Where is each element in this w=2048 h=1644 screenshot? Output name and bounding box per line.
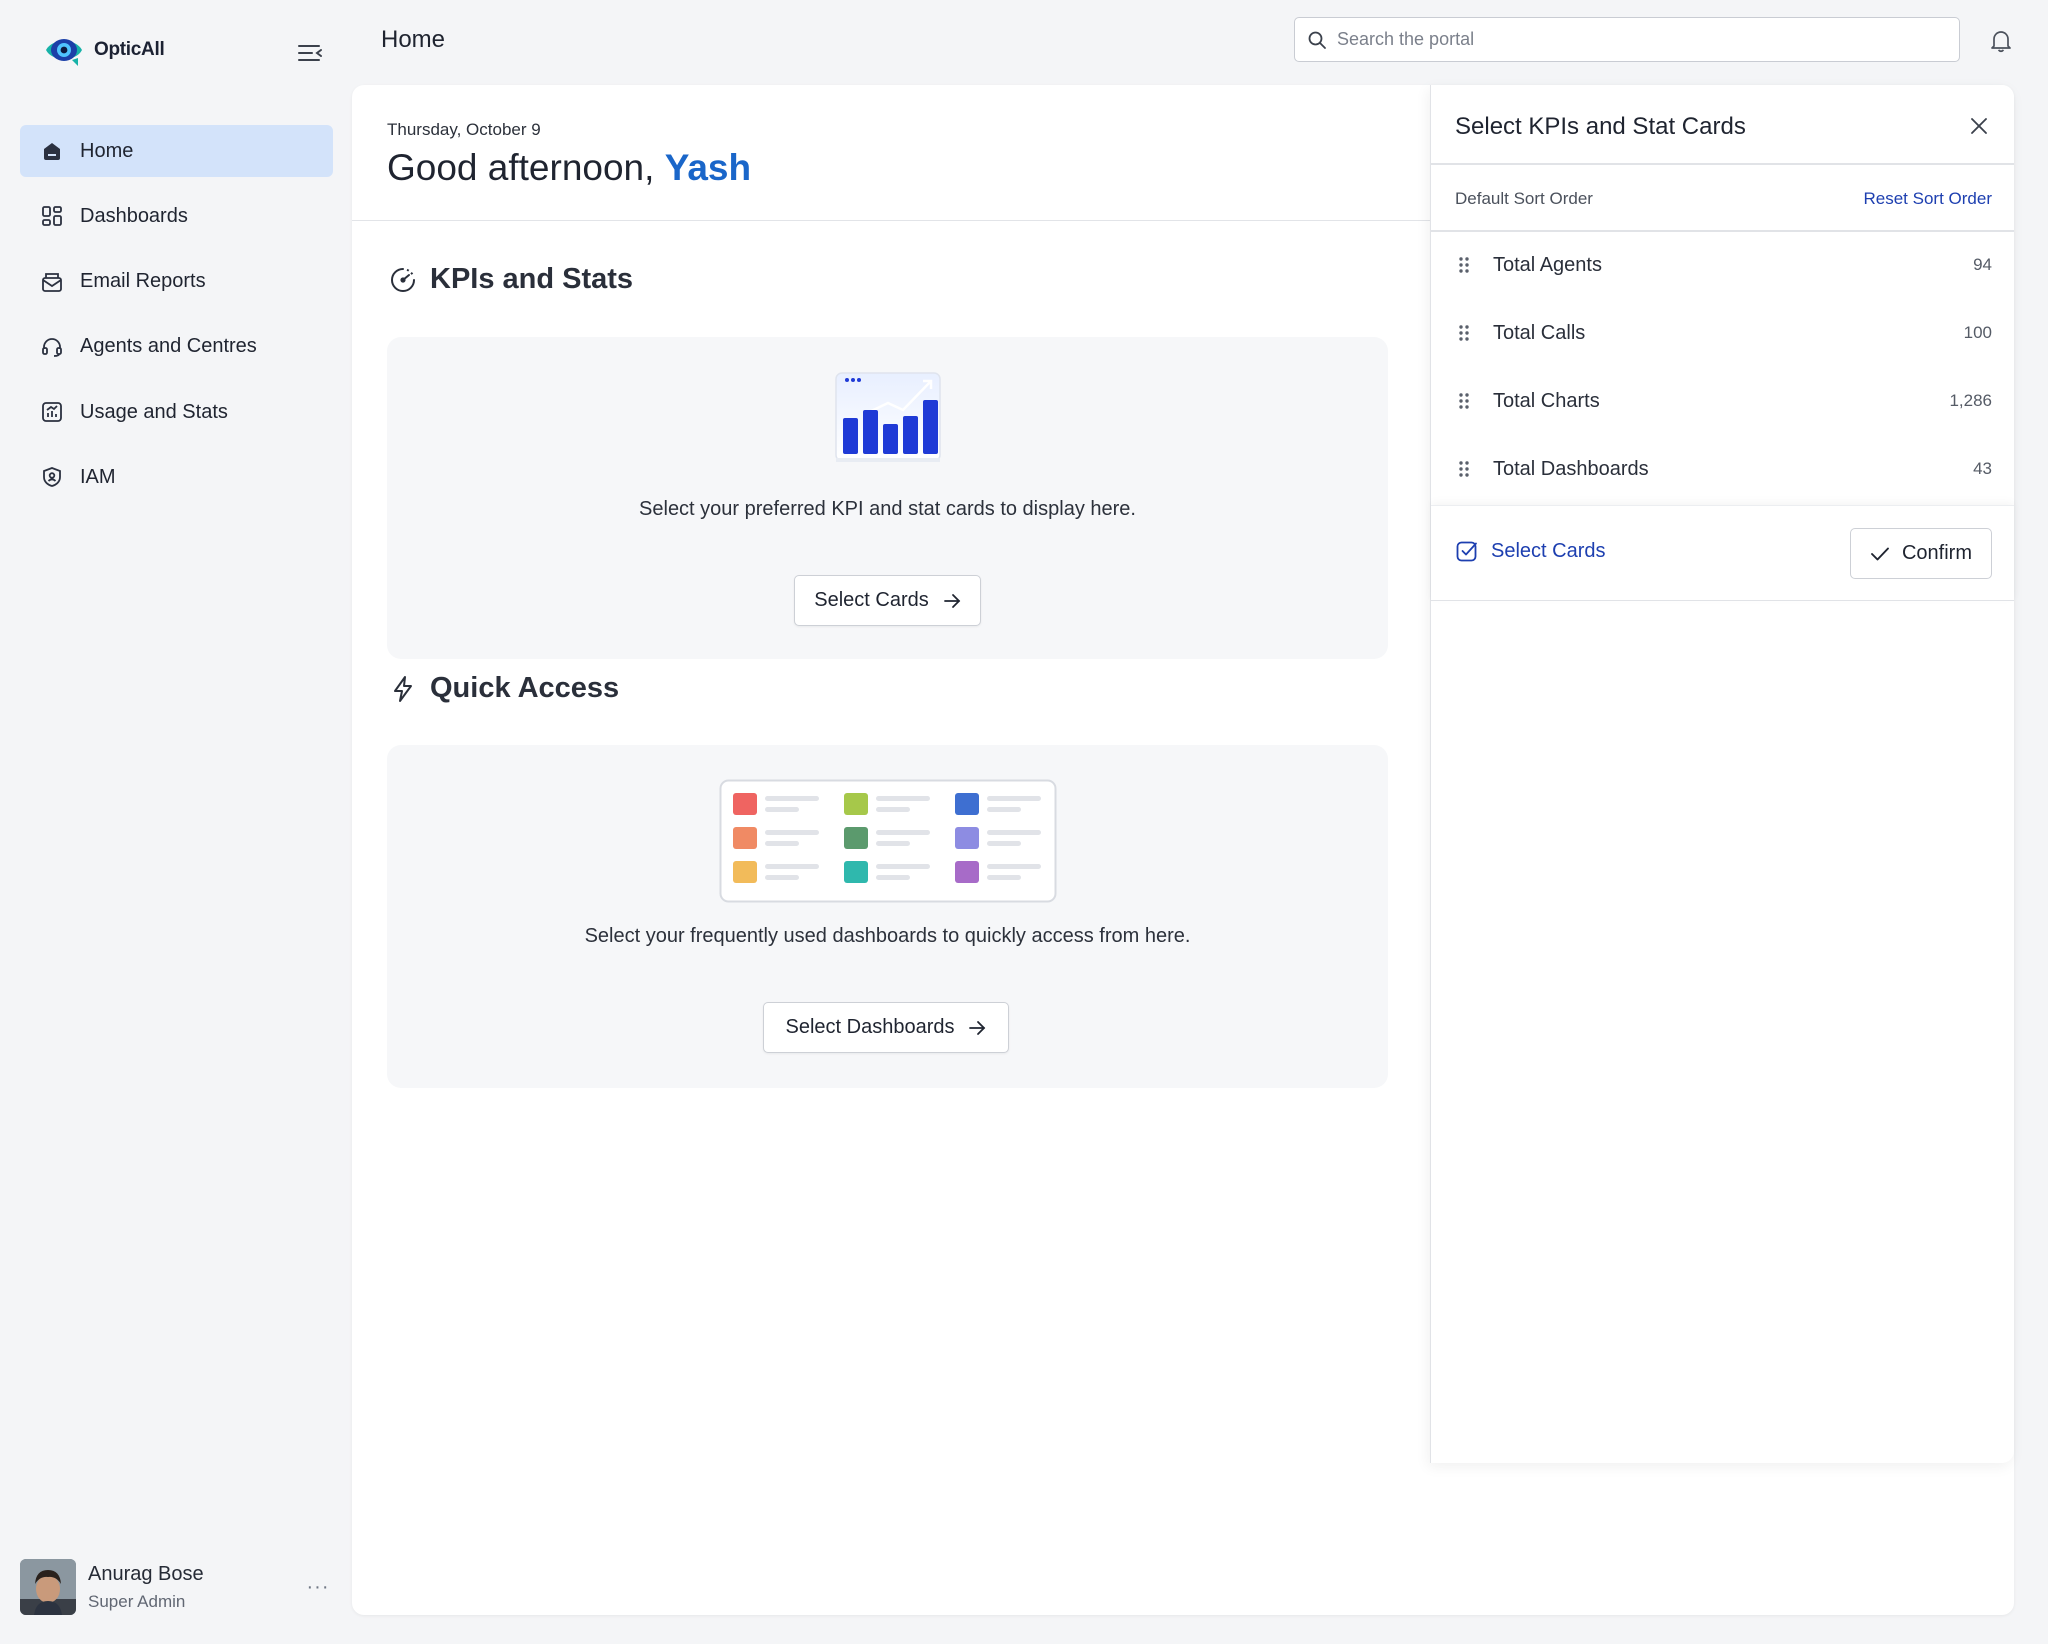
section-title-label: KPIs and Stats [430,263,634,295]
sidebar-item-agents-and-centres[interactable]: Agents and Centres [20,321,333,373]
eye-logo-icon [46,39,82,66]
sidebar-item-label: Agents and Centres [80,335,257,358]
select-cards-button[interactable]: Select Cards [794,575,981,626]
kpi-label: Total Agents [1493,253,1602,276]
kpi-list-item[interactable]: Total Charts 1,286 [1431,367,2014,435]
usage-chart-icon [40,400,64,424]
select-dashboards-button[interactable]: Select Dashboards [763,1002,1009,1053]
sidebar: OpticAll Home Dashboards [0,0,352,1644]
kpi-list-item[interactable]: Total Dashboards 43 [1431,435,2014,503]
lightning-icon [394,675,412,702]
drawer-title: Select KPIs and Stat Cards [1455,113,1746,140]
sidebar-item-home[interactable]: Home [20,125,333,177]
arrow-right-icon [943,593,961,608]
close-icon[interactable] [1964,111,1994,141]
greeting-prefix: Good afternoon, [387,147,665,188]
button-label: Select Dashboards [785,1016,955,1038]
drag-handle-icon[interactable] [1457,323,1471,343]
arrow-right-icon [969,1020,986,1035]
user-text: Anurag Bose Super Admin [88,1563,204,1612]
greeting-heading: Good afternoon, Yash [387,147,751,189]
kpi-label: Total Calls [1493,321,1586,344]
kpi-label: Total Charts [1493,389,1600,412]
search-box[interactable] [1294,17,1960,62]
search-icon [1308,31,1326,49]
sidebar-item-label: Dashboards [80,204,188,227]
user-role: Super Admin [88,1591,186,1611]
drawer-footer: Select Cards Confirm [1431,505,2014,601]
sort-order-label: Default Sort Order [1455,189,1593,208]
reset-sort-order-link[interactable]: Reset Sort Order [1863,189,1993,208]
kpis-empty-text: Select your preferred KPI and stat cards… [639,498,1136,520]
sidebar-item-email-reports[interactable]: Email Reports [20,256,333,308]
quick-access-section-title: Quick Access [388,672,619,705]
kpis-section-title: KPIs and Stats [388,263,633,296]
sidebar-item-label: Home [80,139,134,162]
kpi-label: Total Dashboards [1493,457,1649,480]
kpi-value: 100 [1963,323,1992,342]
check-icon [1871,547,1889,560]
greeting-date: Thursday, October 9 [387,120,541,139]
kpis-empty-card: Select your preferred KPI and stat cards… [387,337,1388,659]
drag-handle-icon[interactable] [1457,459,1471,479]
greeting-name: Yash [664,147,752,188]
kpi-list-item[interactable]: Total Calls 100 [1431,299,2014,367]
kpi-value: 1,286 [1949,391,1992,410]
user-name: Anurag Bose [88,1562,204,1585]
gauge-icon [391,267,415,292]
logo[interactable]: OpticAll [42,30,165,70]
user-profile[interactable]: Anurag Bose Super Admin ··· [20,1558,333,1616]
home-icon [40,139,64,163]
menu-collapse-icon [298,45,322,61]
sidebar-item-label: Usage and Stats [80,400,228,423]
confirm-button[interactable]: Confirm [1850,528,1992,579]
collapse-sidebar-button[interactable] [292,38,328,68]
divider [1431,163,2014,165]
section-title-label: Quick Access [430,672,620,704]
sidebar-item-usage-and-stats[interactable]: Usage and Stats [20,386,333,438]
bar-chart-illustration-icon [835,372,941,462]
user-menu-more-icon[interactable]: ··· [306,1575,330,1598]
button-label: Select Cards [814,589,929,611]
sidebar-item-label: IAM [80,465,116,488]
kpi-selection-drawer: Select KPIs and Stat Cards Default Sort … [1430,85,2014,1463]
checkbox-checked-icon [1456,541,1477,562]
kpi-list-item[interactable]: Total Agents 94 [1431,231,2014,299]
quick-access-empty-card: Select your frequently used dashboards t… [387,745,1388,1088]
sidebar-item-iam[interactable]: IAM [20,451,333,503]
select-cards-toggle[interactable]: Select Cards [1455,539,1606,563]
dashboard-grid-illustration-icon [719,779,1057,903]
headset-icon [40,335,64,359]
search-input[interactable] [1337,29,1937,50]
divider [352,220,1430,221]
logo-text: OpticAll [94,39,165,60]
avatar [20,1559,76,1615]
divider [1431,230,2014,232]
sidebar-item-dashboards[interactable]: Dashboards [20,190,333,242]
confirm-label: Confirm [1901,542,1972,564]
sidebar-nav: Home Dashboards Email Reports Agents and… [20,125,333,517]
kpi-value: 94 [1973,255,1992,274]
drag-handle-icon[interactable] [1457,255,1471,275]
drag-handle-icon[interactable] [1457,391,1471,411]
kpi-value: 43 [1973,459,1992,478]
select-cards-label: Select Cards [1491,539,1606,562]
quick-access-empty-text: Select your frequently used dashboards t… [584,925,1191,947]
shield-user-icon [40,465,64,489]
page-title: Home [381,26,446,53]
notifications-bell-icon[interactable] [1986,26,2016,56]
dashboards-icon [40,204,64,228]
email-reports-icon [40,270,64,294]
sidebar-item-label: Email Reports [80,270,206,293]
